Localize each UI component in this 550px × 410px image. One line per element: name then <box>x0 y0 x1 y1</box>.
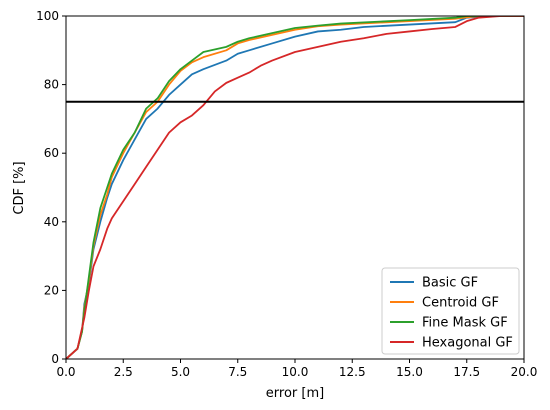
y-tick-label: 60 <box>44 146 59 160</box>
x-tick-label: 7.5 <box>228 365 247 379</box>
y-tick-label: 0 <box>51 352 59 366</box>
series-layer <box>66 16 524 359</box>
series-line-2 <box>66 16 524 359</box>
series-line-3 <box>66 16 524 359</box>
x-tick-label: 0.0 <box>56 365 75 379</box>
x-axis: 0.0 2.5 5.0 7.5 10.0 12.5 15.0 17.5 20.0 <box>56 359 537 379</box>
x-tick-label: 17.5 <box>453 365 480 379</box>
legend-entry-label: Centroid GF <box>422 296 499 311</box>
legend-entry-label: Fine Mask GF <box>422 316 508 331</box>
y-axis: 0 20 40 60 80 100 <box>36 9 66 366</box>
x-tick-label: 5.0 <box>171 365 190 379</box>
legend-entry-label: Hexagonal GF <box>422 336 513 351</box>
x-tick-label: 20.0 <box>511 365 538 379</box>
x-axis-label: error [m] <box>266 386 324 401</box>
legend: Basic GF Centroid GF Fine Mask GF Hexagonal… <box>381 267 520 355</box>
legend-entry-label: Basic GF <box>422 276 478 291</box>
y-tick-label: 40 <box>44 215 59 229</box>
y-tick-label: 80 <box>44 78 59 92</box>
y-tick-label: 20 <box>44 283 59 297</box>
y-axis-label: CDF [%] <box>12 161 27 214</box>
x-tick-label: 12.5 <box>339 365 366 379</box>
y-tick-label: 100 <box>36 9 59 23</box>
x-tick-label: 10.0 <box>282 365 309 379</box>
x-tick-label: 2.5 <box>114 365 133 379</box>
x-tick-label: 15.0 <box>396 365 423 379</box>
legend-box <box>381 267 520 355</box>
